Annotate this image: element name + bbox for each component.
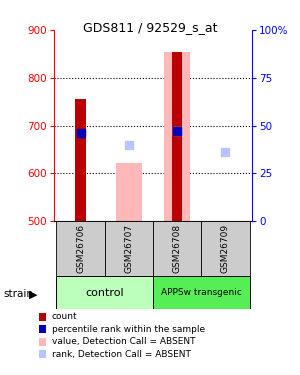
FancyBboxPatch shape — [56, 221, 105, 276]
Bar — [75, 99, 86, 221]
Text: ▶: ▶ — [28, 290, 37, 299]
Bar — [172, 51, 182, 221]
Point — [175, 128, 179, 134]
FancyBboxPatch shape — [105, 221, 153, 276]
Text: GSM26708: GSM26708 — [172, 224, 182, 273]
Text: rank, Detection Call = ABSENT: rank, Detection Call = ABSENT — [52, 350, 190, 358]
FancyBboxPatch shape — [201, 221, 250, 276]
Text: GSM26706: GSM26706 — [76, 224, 85, 273]
Text: GSM26709: GSM26709 — [221, 224, 230, 273]
Text: value, Detection Call = ABSENT: value, Detection Call = ABSENT — [52, 337, 195, 346]
Text: percentile rank within the sample: percentile rank within the sample — [52, 325, 205, 334]
Text: APPSw transgenic: APPSw transgenic — [161, 288, 242, 297]
Text: GSM26707: GSM26707 — [124, 224, 134, 273]
Bar — [116, 163, 142, 221]
Text: strain: strain — [3, 290, 33, 299]
FancyBboxPatch shape — [56, 276, 153, 309]
Text: count: count — [52, 312, 77, 321]
Text: GDS811 / 92529_s_at: GDS811 / 92529_s_at — [83, 21, 217, 34]
Point — [78, 130, 83, 136]
Text: control: control — [85, 288, 124, 297]
FancyBboxPatch shape — [153, 221, 201, 276]
Point — [175, 128, 179, 134]
Point — [223, 149, 228, 155]
FancyBboxPatch shape — [153, 276, 250, 309]
Point — [127, 142, 131, 148]
Bar — [164, 51, 190, 221]
